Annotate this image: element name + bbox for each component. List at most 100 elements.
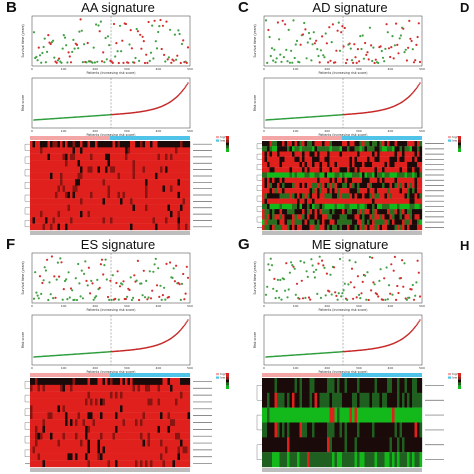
heatmap-cell [82,160,86,167]
heatmap-cell [379,193,383,199]
heatmap-cell [175,223,178,231]
heatmap-cell [339,167,343,173]
heatmap-cell [272,161,275,168]
heatmap-cell [180,432,183,440]
heatmap-cell [135,384,138,392]
heatmap-cell [137,185,141,193]
heatmap-cell [132,391,136,399]
x-tick-label: 0 [31,366,33,370]
heatmap-cell [107,185,111,193]
heatmap-cell [122,384,126,392]
heatmap-cell [112,460,116,468]
heatmap-cell [55,147,58,154]
heatmap-cell [364,188,368,194]
heatmap-cell [329,188,333,194]
heatmap-cell [85,204,88,212]
sample-label-strip [262,231,422,235]
heatmap-cell [65,153,68,161]
heatmap-cell [409,219,413,225]
heatmap-cell [180,378,183,385]
heatmap-cell [387,177,390,184]
heatmap-cell [70,147,73,154]
heatmap-cell [140,223,143,231]
scatter-point [172,59,175,62]
heatmap-cell [357,141,360,147]
heatmap-cell [262,156,265,163]
heatmap-cell [105,179,108,186]
heatmap-cell [115,439,118,447]
heatmap-cell [362,177,365,184]
heatmap-cell [147,185,151,193]
heatmap-cell [87,378,91,385]
heatmap-cell [110,198,113,205]
scatter-point [96,60,99,63]
heatmap-cell [130,147,133,154]
scatter-point [61,47,64,50]
heatmap-cell [354,146,358,152]
heatmap-cell [327,172,330,178]
scatter-point [170,61,173,64]
heatmap-cell [142,405,146,413]
heatmap-cell [362,219,365,225]
heatmap-cell [327,193,330,199]
scatter-point [385,23,388,26]
heatmap-cell [324,161,328,168]
heatmap-cell [57,223,61,231]
heatmap-cell [389,151,393,157]
heatmap-cell [182,217,186,224]
heatmap-cell [314,193,318,199]
heatmap-cell [262,172,265,178]
heatmap-cell [294,156,298,163]
heatmap-cell [279,156,283,163]
heatmap-cell [167,412,171,420]
heatmap-cell [314,156,318,163]
scatter-point [128,43,131,46]
heatmap-cell [87,425,91,433]
scatter-point [275,57,278,60]
heatmap-cell [107,412,111,420]
heatmap-cell [40,398,43,406]
heatmap-cell [37,460,41,468]
heatmap-cell [185,153,188,161]
heatmap-cell [105,425,108,433]
heatmap-cell [77,425,81,433]
heatmap-cell [409,422,413,438]
heatmap-cell [57,147,61,154]
heatmap-cell [264,177,268,184]
heatmap-cell [130,384,133,392]
heatmap-cell [90,179,93,186]
heatmap-cell [414,392,418,408]
heatmap-cell [332,172,335,178]
scatter-point [42,45,45,49]
heatmap-cell [50,432,53,440]
heatmap-cell [309,151,313,157]
scatter-point [418,60,422,64]
heatmap-cell [50,204,53,212]
heatmap-cell [187,439,191,447]
heatmap-cell [397,437,400,453]
heatmap-cell [47,432,51,440]
heatmap-cell [62,460,66,468]
heatmap-cell [62,398,66,406]
heatmap-cell [162,210,166,218]
heatmap-cell [180,210,183,218]
group-bar-low [342,373,422,377]
heatmap-cell [75,412,78,420]
heatmap-cell [362,422,365,438]
heatmap-cell [160,147,163,154]
scatter-point [418,295,422,298]
heatmap-cell [412,172,415,178]
heatmap-cell [267,141,270,147]
heatmap-cell [72,147,76,154]
scatter-point [278,38,281,41]
heatmap-cell [175,412,178,420]
group-bar-high [30,136,110,140]
heatmap-cell [397,209,400,215]
heatmap-cell [409,182,413,189]
heatmap-cell [67,446,71,454]
heatmap-cell [352,146,355,152]
heatmap-cell [57,425,61,433]
heatmap-cell [267,392,270,408]
heatmap-cell [334,224,338,231]
x-tick-label: 300 [124,304,130,308]
